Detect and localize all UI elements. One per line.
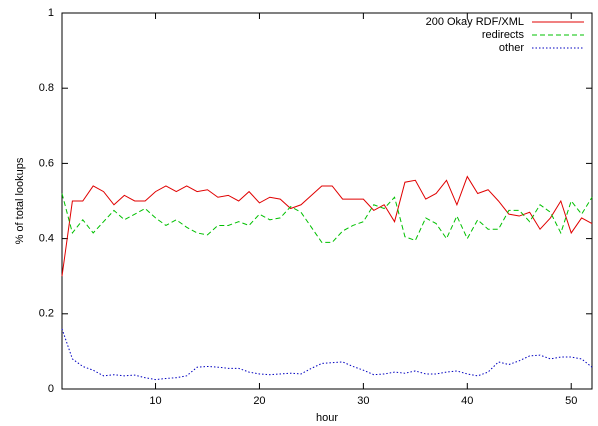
x-tick-label: 50 xyxy=(565,395,577,407)
plot-border xyxy=(61,12,593,390)
x-axis-label: hour xyxy=(316,412,338,424)
y-tick-label: 0.8 xyxy=(39,82,54,94)
y-tick-label: 0.6 xyxy=(39,157,54,169)
y-tick-label: 1 xyxy=(48,7,54,19)
y-tick-label: 0 xyxy=(48,383,54,395)
x-tick-label: 30 xyxy=(357,395,369,407)
series-line xyxy=(61,175,593,277)
series-line xyxy=(61,193,593,243)
x-tick-label: 40 xyxy=(461,395,473,407)
series-line xyxy=(61,328,593,381)
legend-label: other xyxy=(499,42,524,54)
y-axis-label: % of total lookups xyxy=(14,157,26,244)
legend-label: redirects xyxy=(482,29,525,41)
y-tick-label: 0.4 xyxy=(39,233,54,245)
x-tick-label: 10 xyxy=(149,395,161,407)
legend-label: 200 Okay RDF/XML xyxy=(426,16,524,28)
x-tick-label: 20 xyxy=(253,395,265,407)
y-tick-label: 0.2 xyxy=(39,308,54,320)
